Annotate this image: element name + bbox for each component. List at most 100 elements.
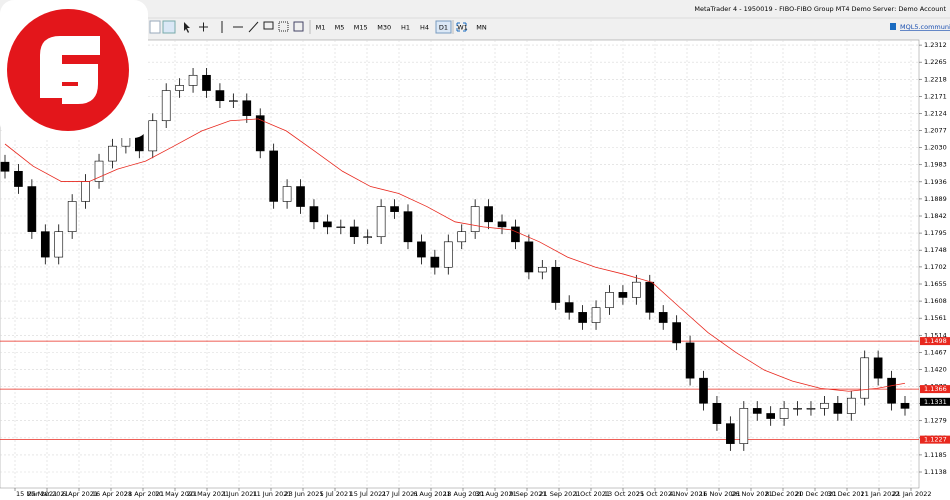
x-tick-label: 1 Jun 2021 <box>223 490 258 498</box>
y-tick-label: 1.1702 <box>924 263 947 271</box>
y-tick-label: 1.2030 <box>924 144 947 152</box>
candle-body <box>564 302 574 313</box>
y-tick-label: 1.2218 <box>924 75 947 83</box>
candle-body <box>873 357 883 379</box>
x-tick-label: 20 May 2021 <box>187 490 229 498</box>
x-tick-label: 15 Jul 2021 <box>350 490 387 498</box>
x-tick-label: 15 Mar 2021 <box>16 490 57 498</box>
candle-body <box>793 408 802 410</box>
x-tick-label: 11 Jun 2021 <box>252 490 291 498</box>
candle-body <box>766 413 776 419</box>
candle-body <box>578 312 587 323</box>
x-tick-label: 16 Apr 2021 <box>92 490 132 498</box>
level-label: 1.1366 <box>924 385 947 393</box>
candle-body <box>81 181 90 202</box>
candle-body <box>54 231 64 258</box>
level-label-bg <box>920 337 950 346</box>
y-tick-label: 1.1655 <box>924 280 947 288</box>
x-tick-label: 28 Apr 2021 <box>124 490 164 498</box>
candle-body <box>363 236 373 238</box>
fibo-tool[interactable] <box>278 21 289 32</box>
candle-body <box>94 160 104 182</box>
y-tick-label: 1.1795 <box>924 229 947 237</box>
x-tick-label: 1 Oct 2021 <box>574 490 610 498</box>
candle-body <box>108 145 117 162</box>
x-tick-label: 30 Dec 2021 <box>827 490 869 498</box>
candle-body <box>658 312 668 323</box>
x-tick-label: 18 Aug 2021 <box>443 490 485 498</box>
candle-body <box>846 397 856 414</box>
tool-button[interactable] <box>162 20 176 34</box>
timeframe-button[interactable]: W1 <box>457 24 468 32</box>
x-tick-label: 11 Jan 2022 <box>861 490 900 498</box>
candle-body <box>833 402 843 414</box>
candle-body <box>739 408 749 444</box>
timeframe-button[interactable]: MN <box>476 24 487 32</box>
community-icon <box>890 23 896 30</box>
x-tick-label: 8 Dec 2021 <box>765 490 802 498</box>
candle-body <box>188 74 198 86</box>
candle-body <box>618 292 628 298</box>
cursor-tool[interactable] <box>184 22 190 33</box>
candle-body <box>605 292 614 308</box>
candle-body <box>202 74 211 91</box>
candle-body <box>511 226 520 243</box>
candle-body <box>161 90 171 122</box>
x-tick-label: 4 Nov 2021 <box>669 490 707 498</box>
timeframe-button[interactable]: M15 <box>354 24 368 32</box>
active-timeframe <box>435 20 452 34</box>
current-price-label: 1.1331 <box>924 398 947 406</box>
y-tick-label: 1.2312 <box>924 41 947 49</box>
y-tick-label: 1.1561 <box>924 314 947 322</box>
candle-body <box>860 357 870 399</box>
candle-body <box>591 307 601 323</box>
x-tick-label: 9 Sep 2021 <box>509 490 546 498</box>
candle-body <box>645 281 655 313</box>
toolbar: MQL5.community <box>149 20 950 34</box>
x-tick-label: 30 Aug 2021 <box>475 490 517 498</box>
candle-body <box>323 221 332 228</box>
text-tool[interactable] <box>263 21 274 30</box>
community-link[interactable]: MQL5.community <box>900 23 950 31</box>
timeframe-button[interactable]: M1 <box>316 24 326 32</box>
x-tick-label: 26 Nov 2021 <box>731 490 773 498</box>
candle-body <box>27 186 37 232</box>
x-tick-label: 20 Dec 2021 <box>795 490 837 498</box>
candle-body <box>752 408 762 414</box>
tool-button[interactable] <box>149 20 161 34</box>
timeframe-button[interactable]: H1 <box>401 24 410 32</box>
candle-body <box>779 408 789 419</box>
timeframe-button[interactable]: M30 <box>377 24 391 32</box>
crosshair-tool[interactable] <box>199 22 208 32</box>
logo <box>0 0 148 138</box>
candle-body <box>806 408 816 410</box>
candle-body <box>470 206 480 232</box>
fullscreen-button[interactable] <box>456 22 467 32</box>
shapes-tool[interactable] <box>293 21 304 32</box>
timeframe-button[interactable]: D1 <box>439 24 448 32</box>
level-label-bg <box>920 435 950 444</box>
candle-body <box>457 231 467 243</box>
x-tick-label: 23 Jun 2021 <box>284 490 323 498</box>
level-label-bg <box>920 385 950 394</box>
moving-average <box>4 118 906 392</box>
timeframe-button[interactable]: M5 <box>335 24 345 32</box>
x-tick-label: 27 Jul 2021 <box>382 490 419 498</box>
candle-body <box>726 423 735 444</box>
candle-body <box>524 241 534 273</box>
candle-body <box>820 402 829 409</box>
candle-body <box>537 266 547 273</box>
candle-body <box>551 266 561 303</box>
trendline-tool[interactable] <box>248 21 259 33</box>
y-tick-label: 1.1842 <box>924 212 947 220</box>
timeframe-button[interactable]: H4 <box>420 24 429 32</box>
candle-body <box>148 120 158 152</box>
x-tick-label: 16 Nov 2021 <box>699 490 741 498</box>
y-tick-label: 1.1889 <box>924 195 947 203</box>
candle-body <box>699 377 708 404</box>
chart-area <box>0 39 920 489</box>
candle-body <box>417 241 426 258</box>
candle-body <box>336 226 346 229</box>
candle-body <box>497 221 507 228</box>
